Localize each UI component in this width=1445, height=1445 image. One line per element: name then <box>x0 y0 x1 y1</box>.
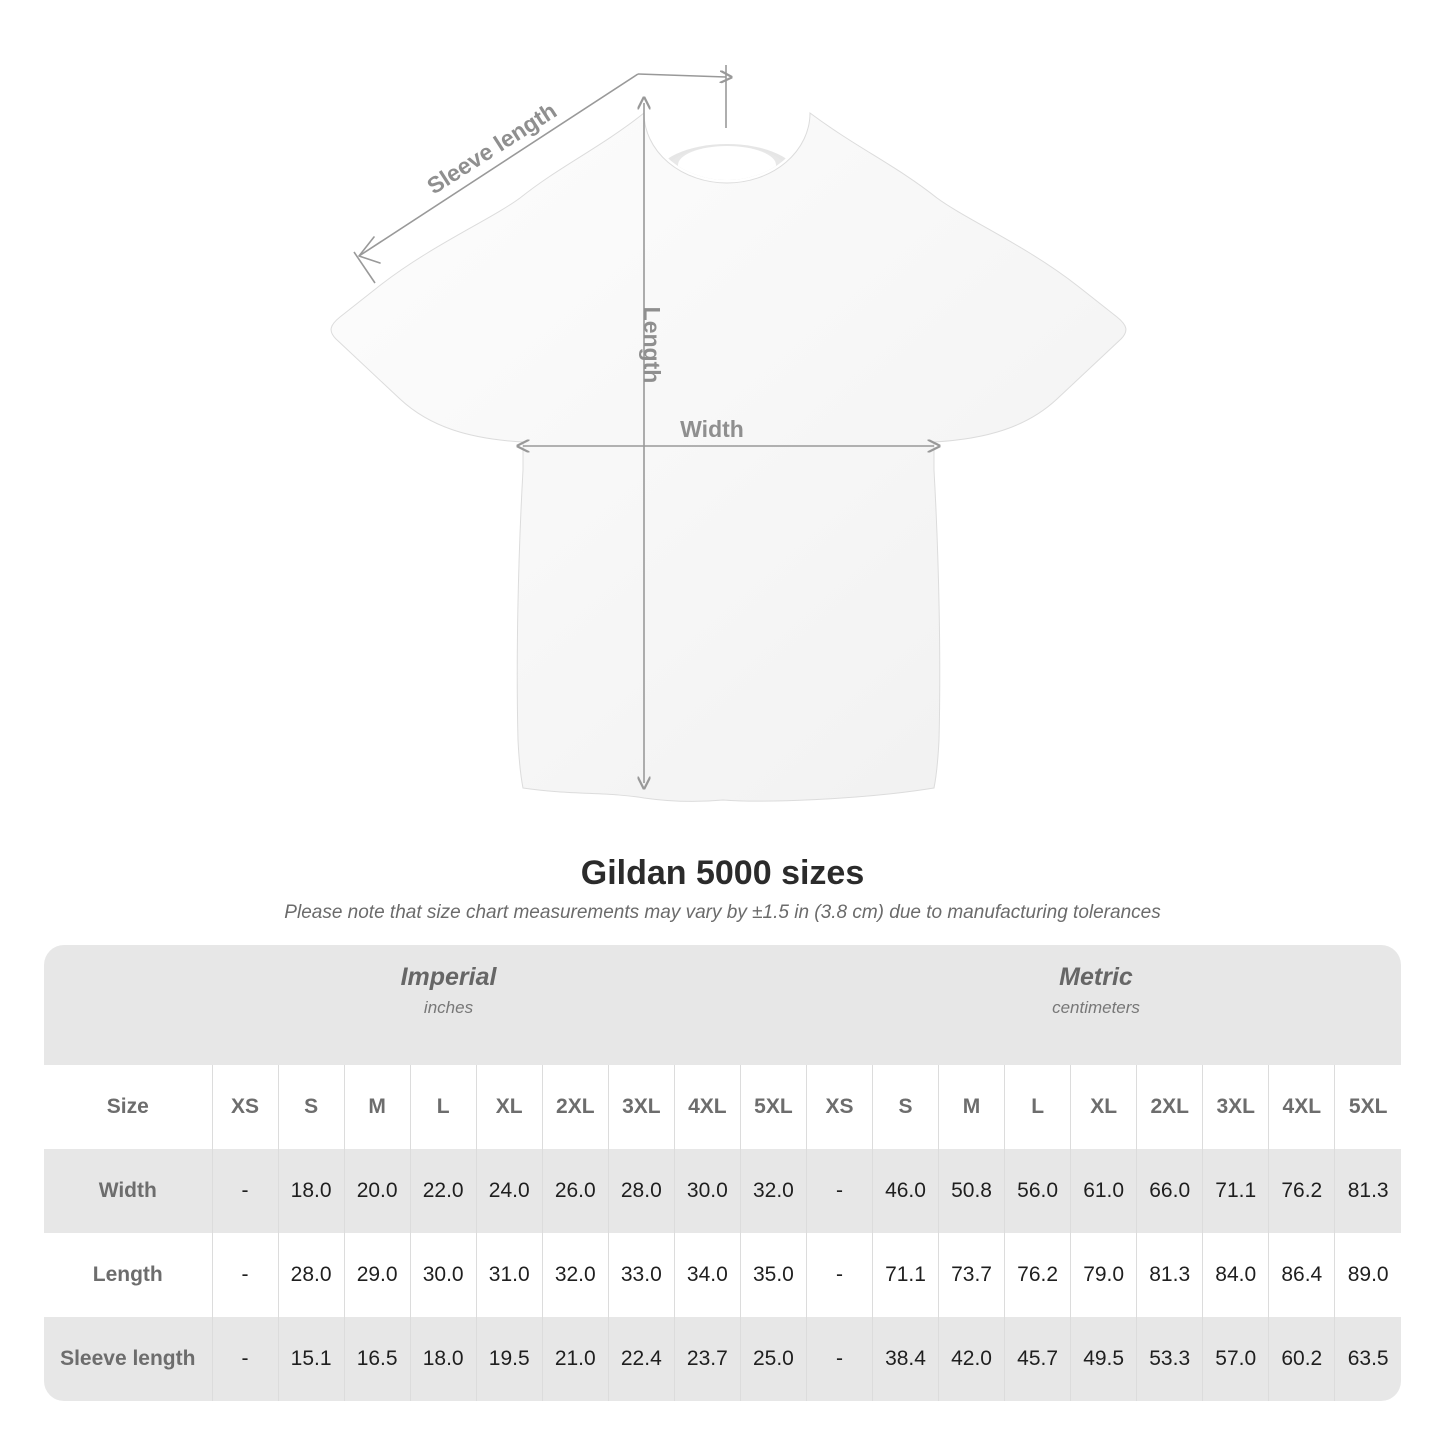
svg-text:Width: Width <box>680 416 744 442</box>
svg-text:Length: Length <box>639 307 665 384</box>
